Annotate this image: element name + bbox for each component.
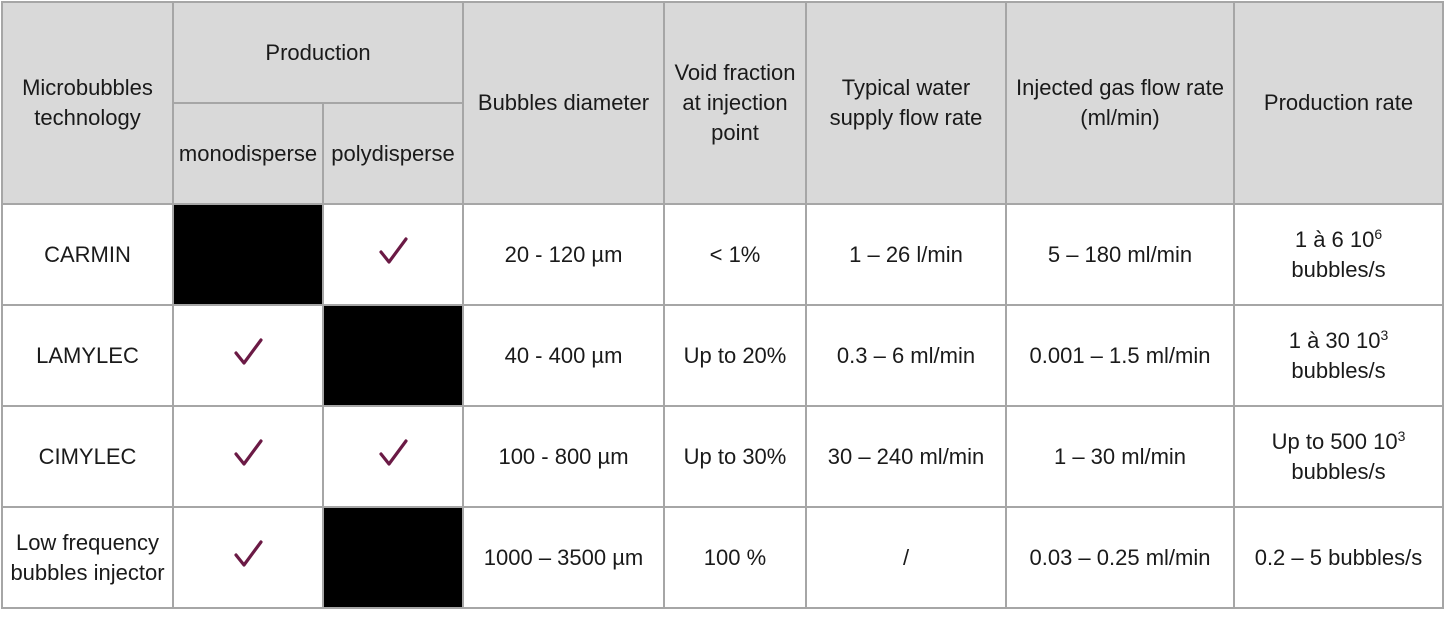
gas-flow-cell: 1 – 30 ml/min: [1005, 405, 1235, 508]
table-row: CIMYLEC 100 - 800 µm Up to 30% 30 – 240 ml…: [1, 405, 1444, 508]
water-flow-cell: 30 – 240 ml/min: [805, 405, 1007, 508]
rate-unit: bubbles/s: [1291, 458, 1386, 484]
header-cell: Microbubbles technology: [1, 1, 174, 205]
rate-exponent: 3: [1380, 326, 1389, 343]
rate-unit: bubbles/s: [1291, 357, 1386, 383]
check-icon: [234, 539, 263, 567]
production-rate-cell: Up to 500 103 bubbles/s: [1233, 405, 1444, 508]
check-cell: [172, 506, 324, 609]
diameter-cell: 20 - 120 µm: [462, 203, 665, 306]
check-icon: [234, 337, 263, 365]
header-cell: Typical water supply flow rate: [805, 1, 1007, 205]
technology-cell: CARMIN: [1, 203, 174, 306]
gas-flow-cell: 0.001 – 1.5 ml/min: [1005, 304, 1235, 407]
check-cell: [322, 203, 464, 306]
check-cell: [322, 405, 464, 508]
blocked-cell: [322, 506, 464, 609]
header-cell: Production rate: [1233, 1, 1444, 205]
void-fraction-cell: Up to 20%: [663, 304, 807, 407]
void-fraction-cell: Up to 30%: [663, 405, 807, 508]
diameter-cell: 1000 – 3500 µm: [462, 506, 665, 609]
header-cell: Bubbles diameter: [462, 1, 665, 205]
blocked-cell: [172, 203, 324, 306]
void-fraction-cell: < 1%: [663, 203, 807, 306]
production-rate-cell: 0.2 – 5 bubbles/s: [1233, 506, 1444, 609]
rate-exponent: 3: [1397, 427, 1406, 444]
gas-flow-cell: 5 – 180 ml/min: [1005, 203, 1235, 306]
gas-flow-cell: 0.03 – 0.25 ml/min: [1005, 506, 1235, 609]
rate-base: Up to 500 10: [1271, 428, 1398, 454]
production-rate-cell: 1 à 6 106 bubbles/s: [1233, 203, 1444, 306]
header-cell: Production: [172, 1, 464, 104]
header-cell: Void fraction at injection point: [663, 1, 807, 205]
diameter-cell: 40 - 400 µm: [462, 304, 665, 407]
rate-exponent: 6: [1374, 225, 1383, 242]
header-cell: monodisperse: [172, 102, 324, 205]
table-row: LAMYLEC 40 - 400 µm Up to 20% 0.3 – 6 ml/m…: [1, 304, 1444, 407]
water-flow-cell: /: [805, 506, 1007, 609]
rate-base: 1 à 6 10: [1294, 226, 1375, 252]
technology-cell: Low frequency bubbles injector: [1, 506, 174, 609]
header-cell: Injected gas flow rate (ml/min): [1005, 1, 1235, 205]
check-icon: [234, 438, 263, 466]
technology-cell: LAMYLEC: [1, 304, 174, 407]
production-rate-cell: 1 à 30 103 bubbles/s: [1233, 304, 1444, 407]
check-icon: [379, 438, 408, 466]
table-row: Low frequency bubbles injector 1000 – 35…: [1, 506, 1444, 609]
header-cell: polydisperse: [322, 102, 464, 205]
check-icon: [379, 236, 408, 264]
comparison-table: Microbubbles technology Production Bubbl…: [1, 1, 1444, 609]
void-fraction-cell: 100 %: [663, 506, 807, 609]
water-flow-cell: 1 – 26 l/min: [805, 203, 1007, 306]
rate-base: 1 à 30 10: [1288, 327, 1381, 353]
water-flow-cell: 0.3 – 6 ml/min: [805, 304, 1007, 407]
technology-cell: CIMYLEC: [1, 405, 174, 508]
table-body: CARMIN 20 - 120 µm < 1% 1 – 26 l/min 5 – 18…: [1, 203, 1444, 609]
check-cell: [172, 304, 324, 407]
blocked-cell: [322, 304, 464, 407]
check-cell: [172, 405, 324, 508]
rate-unit: bubbles/s: [1291, 256, 1386, 282]
table-row: CARMIN 20 - 120 µm < 1% 1 – 26 l/min 5 – 18…: [1, 203, 1444, 306]
diameter-cell: 100 - 800 µm: [462, 405, 665, 508]
